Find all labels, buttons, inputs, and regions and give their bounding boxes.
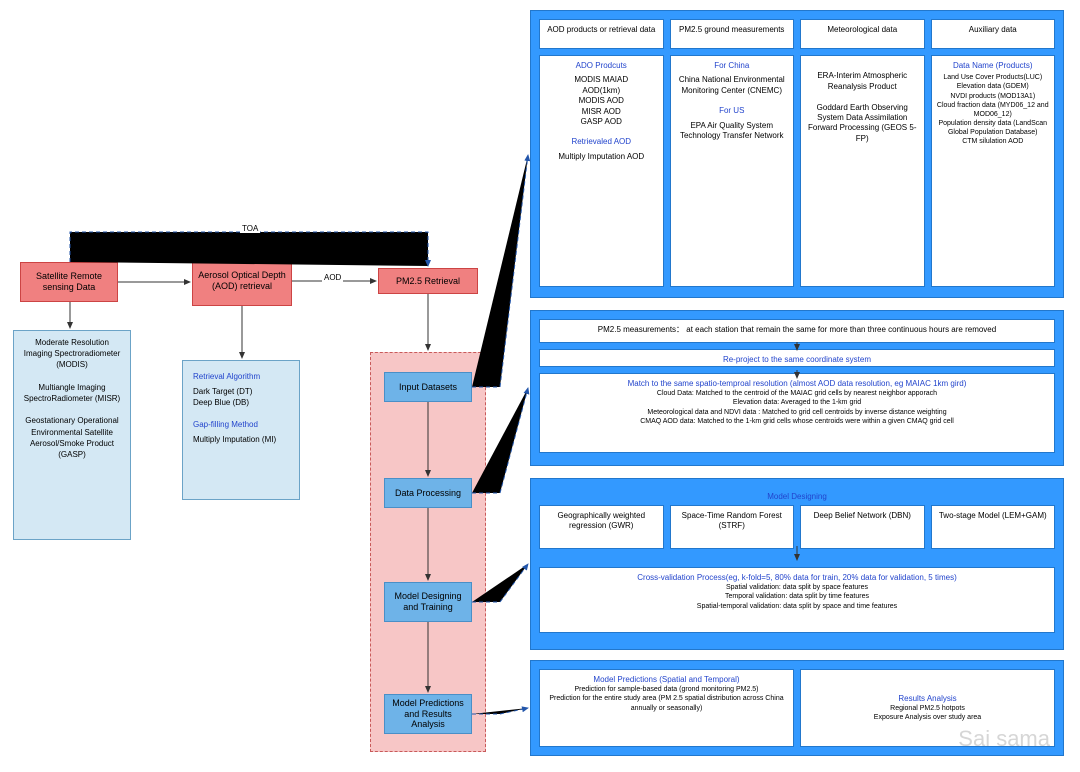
col2-body: For China China National Environmental M… [670, 55, 795, 287]
model-design-box: Model Designing and Training [384, 582, 472, 622]
p3-cv: Cross-validation Process(eg, k-fold=5, 8… [539, 567, 1055, 633]
pm25-box: PM2.5 Retrieval [378, 268, 478, 294]
col3-hdr: Meteorological data [800, 19, 925, 49]
col4-hdr: Auxiliary data [931, 19, 1056, 49]
data-processing-box: Data Processing [384, 478, 472, 508]
pink-pipeline [370, 352, 486, 752]
right-panel-1: AOD products or retrieval data PM2.5 gro… [530, 10, 1064, 298]
p4-pred: Model Predictions (Spatial and Temporal)… [539, 669, 794, 747]
right-panel-2: PM2.5 measurements： at each station that… [530, 310, 1064, 466]
p2-line2: Re-project to the same coordinate system [539, 349, 1055, 367]
model-gwr: Geographically weighted regression (GWR) [539, 505, 664, 549]
model-twostage: Two-stage Model (LEM+GAM) [931, 505, 1056, 549]
p3-hdr: Model Designing [539, 487, 1055, 501]
p2-line3: Match to the same spatio-temproal resolu… [539, 373, 1055, 453]
label-toa: TOA [240, 224, 260, 233]
aerosol-box: Aerosol Optical Depth (AOD) retrieval [192, 256, 292, 306]
right-panel-3: Model Designing Geographically weighted … [530, 478, 1064, 650]
gap-body: Multiply Imputation (MI) [193, 434, 289, 445]
col3-body: ERA-Interim Atmospheric Reanalysis Produ… [800, 55, 925, 287]
p2-line1: PM2.5 measurements： at each station that… [539, 319, 1055, 343]
gap-hdr: Gap-filling Method [193, 419, 289, 430]
satellite-box: Satellite Remote sensing Data [20, 262, 118, 302]
retrieval-hdr: Retrieval Algorithm [193, 371, 289, 382]
modis-desc-box: Moderate Resolution Imaging Spectroradio… [13, 330, 131, 540]
label-aod: AOD [322, 273, 343, 282]
col1-hdr: AOD products or retrieval data [539, 19, 664, 49]
watermark: Sai sama [958, 726, 1050, 752]
col2-hdr: PM2.5 ground measurements [670, 19, 795, 49]
model-dbn: Deep Belief Network (DBN) [800, 505, 925, 549]
input-datasets-box: Input Datasets [384, 372, 472, 402]
retrieval-box: Retrieval Algorithm Dark Target (DT) Dee… [182, 360, 300, 500]
col1-body: ADO Prodcuts MODIS MAIAD AOD(1km) MODIS … [539, 55, 664, 287]
retrieval-body: Dark Target (DT) Deep Blue (DB) [193, 386, 289, 408]
model-strf: Space-Time Random Forest (STRF) [670, 505, 795, 549]
col4-body: Data Name (Products) Land Use Cover Prod… [931, 55, 1056, 287]
model-predict-box: Model Predictions and Results Analysis [384, 694, 472, 734]
